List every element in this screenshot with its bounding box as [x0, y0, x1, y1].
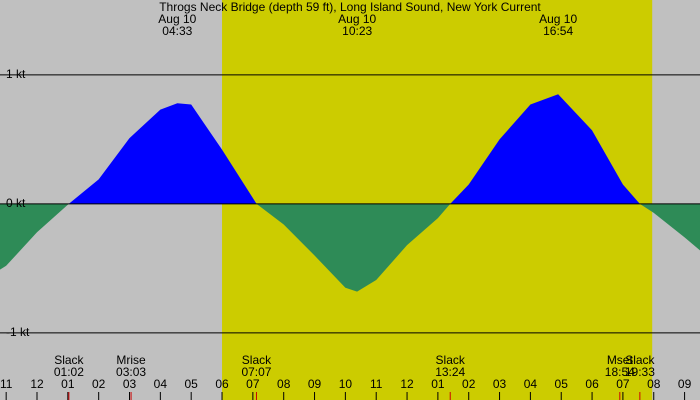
x-tick-label: 04	[154, 377, 168, 391]
x-tick-label: 09	[308, 377, 322, 391]
event-label: Mrise	[116, 353, 146, 367]
event-date: Aug 10	[158, 12, 196, 26]
event-label: Mset	[607, 353, 634, 367]
event-label: Slack	[54, 353, 84, 367]
x-tick-label: 01	[431, 377, 445, 391]
x-tick-label: 07	[616, 377, 630, 391]
event-label: Slack	[242, 353, 272, 367]
x-tick-label: 02	[462, 377, 476, 391]
x-tick-label: 06	[585, 377, 599, 391]
event-date: Aug 10	[338, 12, 376, 26]
event-time: 03:03	[116, 365, 146, 379]
event-time: 10:23	[342, 24, 372, 38]
x-tick-label: 01	[61, 377, 75, 391]
y-tick-label: 1 kt	[6, 67, 26, 81]
event-time: 04:33	[162, 24, 192, 38]
ebb-area	[0, 203, 700, 292]
x-tick-label: 06	[215, 377, 229, 391]
x-tick-label: 12	[30, 377, 44, 391]
event-time: 19:33	[625, 365, 655, 379]
x-tick-label: 07	[246, 377, 260, 391]
x-tick-label: 08	[647, 377, 661, 391]
event-date: Aug 10	[539, 12, 577, 26]
x-tick-label: 08	[277, 377, 291, 391]
x-tick-label: 05	[185, 377, 199, 391]
flood-area	[68, 94, 640, 204]
y-tick-label: -1 kt	[6, 325, 30, 339]
event-label: Slack	[436, 353, 466, 367]
x-tick-label: 11	[370, 377, 383, 391]
chart-title: Throgs Neck Bridge (depth 59 ft), Long I…	[159, 0, 541, 14]
x-tick-label: 04	[524, 377, 538, 391]
x-tick-label: 03	[493, 377, 507, 391]
x-tick-label: 03	[123, 377, 137, 391]
event-time: 16:54	[543, 24, 573, 38]
event-time: 01:02	[54, 365, 84, 379]
event-label: Slack	[625, 353, 655, 367]
x-tick-label: 12	[400, 377, 414, 391]
event-time: 07:07	[241, 365, 271, 379]
x-tick-label: 09	[678, 377, 692, 391]
event-time: 18:54	[605, 365, 635, 379]
x-tick-label: 11	[0, 377, 13, 391]
y-tick-label: 0 kt	[6, 196, 26, 210]
x-tick-label: 05	[555, 377, 569, 391]
x-tick-label: 10	[339, 377, 353, 391]
x-tick-label: 02	[92, 377, 106, 391]
event-time: 13:24	[435, 365, 465, 379]
